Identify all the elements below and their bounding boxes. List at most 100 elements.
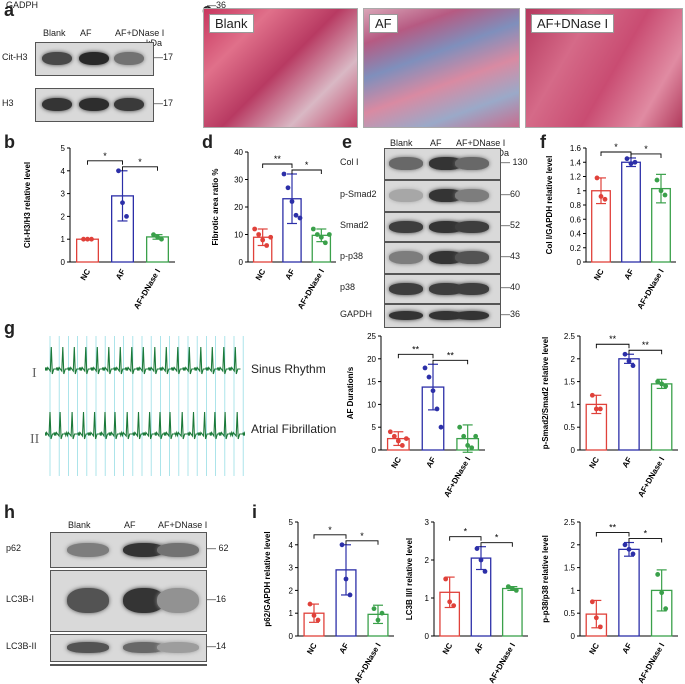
data-point bbox=[628, 161, 634, 167]
data-point bbox=[155, 234, 160, 240]
blot-band bbox=[389, 157, 423, 170]
significance-label: * bbox=[305, 160, 309, 170]
y-tick-label: 25 bbox=[367, 332, 376, 341]
y-tick-label: 1 bbox=[571, 586, 576, 595]
blot-band bbox=[157, 587, 199, 613]
data-point bbox=[624, 156, 630, 162]
significance-label: * bbox=[138, 157, 142, 167]
significance-label: * bbox=[328, 525, 332, 535]
blot-row-label: LC3B-II bbox=[6, 641, 37, 651]
blot-band bbox=[114, 51, 144, 66]
blot-band bbox=[389, 220, 423, 233]
blot-row-label: Smad2 bbox=[340, 220, 369, 230]
x-tick-label: NC bbox=[305, 641, 319, 656]
y-tick-label: 4 bbox=[61, 167, 66, 176]
data-point bbox=[597, 406, 603, 412]
chart-lc3b: 0 1 2 3 LC3B II/I relative level NC AF AF+DNase… bbox=[405, 518, 528, 684]
y-tick-label: 2 bbox=[425, 556, 430, 565]
significance-bracket bbox=[291, 169, 322, 174]
data-point bbox=[626, 358, 632, 364]
bar bbox=[76, 238, 100, 263]
blot-lane-label: Blank bbox=[390, 138, 413, 148]
y-tick-label: 4 bbox=[289, 541, 294, 550]
y-axis-label: LC3B II/I relative level bbox=[405, 538, 414, 620]
chart-col-i: 0 0.2 0.4 0.6 0.8 1 1.2 1.4 1.6 Col I/GAPDH relat… bbox=[545, 142, 676, 311]
blot-mw-label: — 62 bbox=[207, 543, 229, 553]
blot-row bbox=[50, 570, 207, 632]
significance-bracket bbox=[600, 151, 632, 156]
data-point bbox=[659, 590, 665, 596]
blot-band bbox=[429, 220, 463, 233]
blot-row bbox=[384, 274, 501, 304]
x-tick-label: AF+DNase I bbox=[132, 268, 162, 311]
data-point bbox=[387, 429, 393, 435]
blot-row-label: GADPH bbox=[6, 0, 39, 10]
y-tick-label: 2 bbox=[571, 541, 576, 550]
data-point bbox=[375, 617, 381, 623]
bar bbox=[621, 161, 641, 263]
data-point bbox=[622, 351, 628, 357]
data-point bbox=[120, 200, 125, 206]
y-tick-label: 30 bbox=[234, 176, 243, 185]
data-point bbox=[256, 232, 262, 237]
blot-band bbox=[429, 311, 463, 321]
blot-mw-label: —40 bbox=[501, 282, 521, 292]
y-tick-label: 0 bbox=[571, 632, 576, 641]
x-tick-label: AF+DNase I bbox=[442, 456, 472, 499]
y-tick-label: 0.8 bbox=[570, 201, 582, 210]
chart-af-duration: 0 5 10 15 20 25 AF Duration/s NC AF AF+DNase I ** *… bbox=[346, 332, 485, 499]
chart-p62: 0 1 2 3 4 5 p62/GAPDH relative level NC AF AF+DNa… bbox=[263, 518, 394, 684]
significance-bracket bbox=[630, 153, 662, 158]
data-point bbox=[589, 599, 595, 605]
blot-band bbox=[455, 251, 489, 264]
blot-row bbox=[50, 634, 207, 662]
blot-unit-label: kDa bbox=[146, 38, 163, 48]
ecg-trace-af bbox=[45, 411, 245, 440]
significance-label: ** bbox=[609, 334, 617, 344]
blot-row-label: H3 bbox=[2, 98, 14, 108]
y-tick-label: 1.2 bbox=[570, 173, 582, 182]
blot-row-label: Cit-H3 bbox=[2, 52, 28, 62]
blot-row-label: p62 bbox=[6, 543, 22, 553]
x-tick-label: AF bbox=[623, 267, 636, 281]
data-point bbox=[89, 236, 94, 242]
significance-label: * bbox=[464, 527, 468, 537]
blot-mw-label: —36 bbox=[501, 309, 521, 319]
significance-bracket bbox=[262, 163, 293, 168]
y-tick-label: 1.5 bbox=[564, 564, 576, 573]
y-tick-label: 0 bbox=[289, 632, 294, 641]
data-point bbox=[297, 215, 303, 221]
data-point bbox=[399, 443, 405, 448]
y-tick-label: 1 bbox=[289, 609, 294, 618]
blot-mw-label: —52 bbox=[501, 220, 521, 230]
data-point bbox=[403, 436, 409, 441]
significance-label: * bbox=[103, 151, 107, 161]
data-point bbox=[509, 586, 515, 591]
panel-letter-d: d bbox=[202, 132, 213, 152]
x-tick-label: AF bbox=[338, 641, 351, 655]
blot-lane-label: AF bbox=[80, 28, 92, 38]
blot-band bbox=[455, 311, 489, 321]
blot-lane-label: Blank bbox=[68, 520, 91, 530]
x-tick-label: AF bbox=[284, 267, 297, 281]
blot-mw-label: —16 bbox=[207, 594, 227, 604]
panel-letter-b: b bbox=[4, 132, 15, 152]
data-point bbox=[434, 406, 440, 412]
y-axis-label: Col I/GAPDH relative level bbox=[545, 156, 554, 255]
blot-band bbox=[157, 642, 199, 654]
data-point bbox=[655, 572, 661, 577]
blot-row-label: p38 bbox=[340, 282, 356, 292]
y-tick-label: 1.4 bbox=[570, 158, 582, 167]
data-point bbox=[379, 610, 385, 616]
y-tick-label: 0.2 bbox=[570, 244, 582, 253]
ecg-traces bbox=[45, 336, 245, 476]
bar bbox=[650, 383, 673, 451]
blot-band bbox=[67, 587, 109, 613]
blot-row bbox=[384, 304, 501, 328]
x-tick-label: AF+DNase I bbox=[636, 456, 666, 499]
x-tick-label: AF+DNase I bbox=[487, 642, 517, 684]
significance-bracket bbox=[313, 534, 347, 539]
significance-label: * bbox=[644, 529, 648, 539]
blot-band bbox=[455, 220, 489, 233]
y-axis-label: p-p38/p38 relative level bbox=[541, 535, 550, 623]
